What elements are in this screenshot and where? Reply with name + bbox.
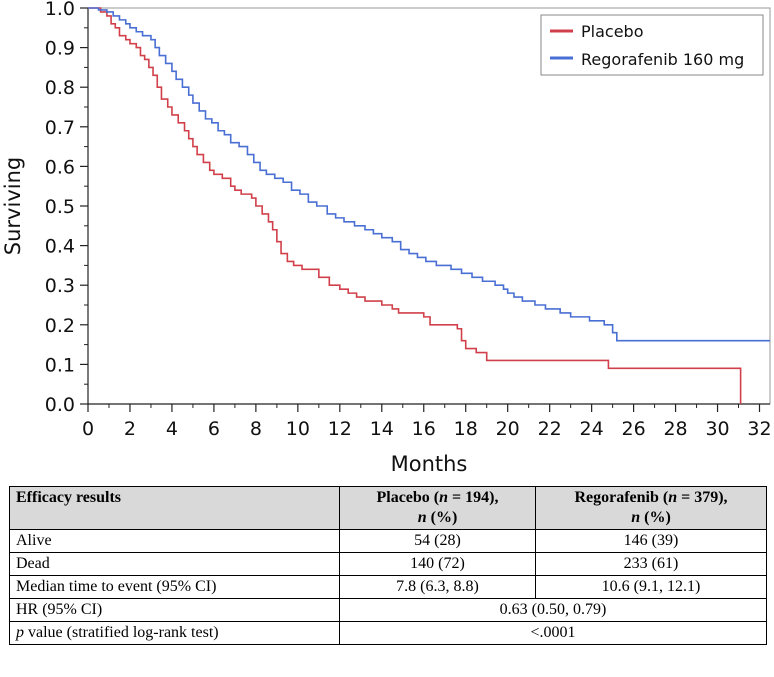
x-tick-label: 18 — [454, 418, 478, 440]
x-tick-label: 0 — [82, 418, 94, 440]
y-tick-label: 0.0 — [45, 394, 75, 416]
row-label: Dead — [9, 552, 340, 576]
header-regorafenib: Regorafenib (n = 379), n (%) — [535, 486, 767, 530]
legend-label-regorafenib: Regorafenib 160 mg — [581, 50, 744, 69]
y-axis-title: Surviving — [1, 157, 25, 255]
x-tick-label: 8 — [250, 418, 262, 440]
x-axis-title: Months — [391, 452, 468, 476]
row-label: Median time to event (95% CI) — [9, 575, 340, 599]
cell-regorafenib: 146 (39) — [535, 529, 767, 553]
y-tick-label: 0.5 — [45, 196, 75, 218]
series-line-placebo — [88, 7, 742, 404]
series-line-regorafenib — [88, 7, 770, 342]
header-placebo: Placebo (n = 194), n (%) — [339, 486, 536, 530]
cell-placebo: 140 (72) — [339, 552, 536, 576]
x-tick-label: 10 — [286, 418, 310, 440]
x-tick-label: 24 — [580, 418, 604, 440]
legend-box — [540, 14, 764, 76]
y-tick-label: 0.9 — [45, 38, 75, 60]
series-layer — [88, 7, 770, 404]
x-tick-label: 4 — [166, 418, 178, 440]
cell-hr-value: 0.63 (0.50, 0.79) — [339, 598, 767, 622]
x-tick-label: 26 — [622, 418, 646, 440]
x-tick-label: 32 — [747, 418, 771, 440]
table-row-dead: Dead 140 (72) 233 (61) — [9, 552, 767, 576]
x-tick-label: 2 — [124, 418, 136, 440]
legend: Placebo Regorafenib 160 mg — [540, 14, 764, 76]
row-label: p value (stratified log-rank test) — [9, 621, 340, 645]
table-row-alive: Alive 54 (28) 146 (39) — [9, 529, 767, 553]
x-axis: 0 2 4 6 8 10 12 14 16 18 20 22 24 26 28 30 32 — [82, 403, 772, 440]
y-tick-label: 0.2 — [45, 315, 75, 337]
legend-label-placebo: Placebo — [581, 22, 643, 41]
y-tick-label: 0.4 — [45, 236, 75, 258]
cell-regorafenib: 233 (61) — [535, 552, 767, 576]
row-label: HR (95% CI) — [9, 598, 340, 622]
table-row-hr: HR (95% CI) 0.63 (0.50, 0.79) — [9, 598, 767, 622]
y-tick-label: 0.8 — [45, 77, 75, 99]
header-efficacy-results: Efficacy results — [9, 486, 340, 530]
efficacy-results-table: Efficacy results Placebo (n = 194), n (%)… — [9, 486, 767, 645]
x-tick-label: 12 — [328, 418, 352, 440]
row-label: Alive — [9, 529, 340, 553]
table-header-row: Efficacy results Placebo (n = 194), n (%)… — [9, 486, 767, 530]
cell-placebo: 7.8 (6.3, 8.8) — [339, 575, 536, 599]
x-tick-label: 20 — [496, 418, 520, 440]
x-tick-label: 28 — [663, 418, 687, 440]
x-tick-label: 16 — [412, 418, 436, 440]
x-tick-label: 6 — [208, 418, 220, 440]
table-row-median: Median time to event (95% CI) 7.8 (6.3, … — [9, 575, 767, 599]
x-tick-label: 30 — [705, 418, 729, 440]
y-tick-label: 0.7 — [45, 117, 75, 139]
x-tick-label: 22 — [538, 418, 562, 440]
cell-regorafenib: 10.6 (9.1, 12.1) — [535, 575, 767, 599]
x-tick-label: 14 — [370, 418, 394, 440]
table-row-pvalue: p value (stratified log-rank test) <.000… — [9, 621, 767, 645]
y-axis: 0.0 0.1 0.2 0.3 0.4 0.5 0.6 0.7 0.8 0.9 1.0 — [45, 0, 89, 416]
y-tick-label: 1.0 — [45, 0, 75, 20]
y-tick-label: 0.1 — [45, 354, 75, 376]
cell-pvalue: <.0001 — [339, 621, 767, 645]
y-tick-label: 0.6 — [45, 156, 75, 178]
cell-placebo: 54 (28) — [339, 529, 536, 553]
y-tick-label: 0.3 — [45, 275, 75, 297]
